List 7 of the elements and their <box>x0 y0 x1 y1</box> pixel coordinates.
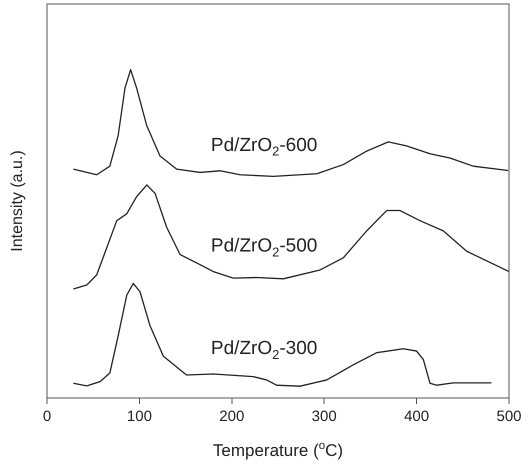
x-tick-label: 0 <box>42 408 52 426</box>
x-tick-label: 500 <box>496 408 522 426</box>
x-tick-label: 300 <box>312 408 337 426</box>
y-axis-title: Intensity (a.u.) <box>9 150 26 252</box>
x-tick-label: 400 <box>404 408 430 426</box>
x-tick-label: 100 <box>126 408 152 426</box>
x-tick-label: 200 <box>219 408 244 426</box>
